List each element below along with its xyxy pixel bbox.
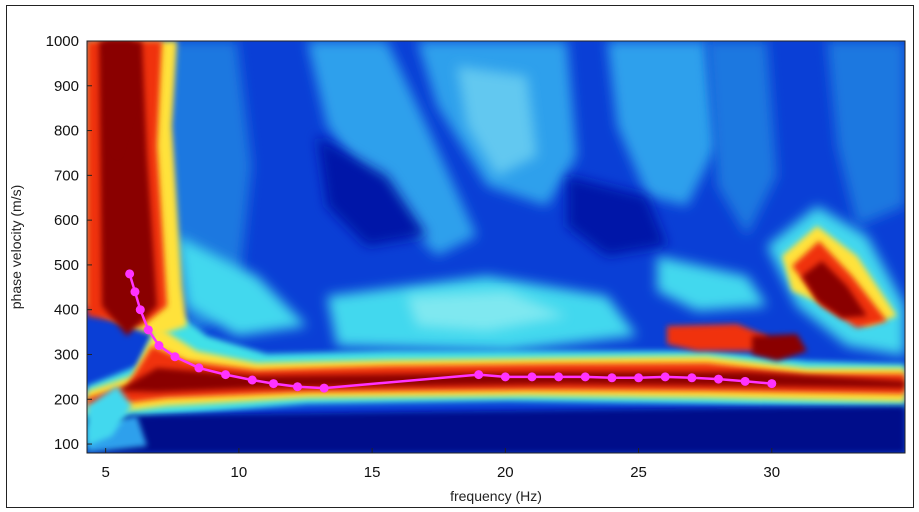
picked-point <box>135 305 145 315</box>
picked-point <box>194 363 204 373</box>
y-tick-label: 500 <box>54 257 79 274</box>
picked-point <box>143 325 153 335</box>
picked-point <box>660 372 670 382</box>
x-tick-label: 25 <box>630 464 647 481</box>
y-axis-label: phase velocity (m/s) <box>8 185 24 309</box>
heat-region-12 <box>657 256 767 311</box>
picked-point <box>634 373 644 383</box>
y-tick-label: 400 <box>54 302 79 319</box>
x-tick-label: 30 <box>763 464 780 481</box>
y-tick-label: 800 <box>54 123 79 140</box>
picked-point <box>247 375 257 385</box>
heat-region-11 <box>177 236 307 336</box>
picked-point <box>767 379 777 389</box>
plot-border <box>86 40 906 454</box>
picked-point <box>292 382 302 392</box>
figure-frame: 5 10 15 20 25 30 100 200 300 400 500 600 700 800 900 1… <box>6 5 914 508</box>
picked-point <box>527 372 537 382</box>
heat-region-4 <box>607 41 717 206</box>
picked-point <box>154 341 164 351</box>
x-tick-label: 10 <box>231 464 248 481</box>
heat-region-24 <box>802 261 867 318</box>
x-tick-label: 15 <box>364 464 381 481</box>
picked-point <box>580 372 590 382</box>
picked-point <box>687 373 697 383</box>
heat-region-7 <box>317 136 427 246</box>
heat-region-1 <box>307 41 477 256</box>
picked-point <box>125 269 135 279</box>
y-tick-label: 300 <box>54 346 79 363</box>
heat-region-3 <box>457 66 537 176</box>
y-ticks: 100 200 300 400 500 600 700 800 900 1000 <box>46 33 92 453</box>
heat-region-16 <box>117 368 905 392</box>
picked-points <box>125 269 777 393</box>
picked-point <box>319 383 329 393</box>
picked-point <box>221 370 231 380</box>
x-tick-label: 20 <box>497 464 514 481</box>
picked-point <box>740 376 750 386</box>
heat-region-10 <box>407 291 567 331</box>
heat-region-6 <box>827 41 905 226</box>
heat-region-20 <box>105 41 135 156</box>
heat-region-5 <box>707 41 777 236</box>
picked-point <box>170 352 180 362</box>
picked-point <box>713 374 723 384</box>
picked-point <box>130 287 140 297</box>
picked-point <box>607 373 617 383</box>
x-axis-label: frequency (Hz) <box>450 488 542 504</box>
heat-region-29 <box>87 386 132 446</box>
heat-region-27 <box>87 406 905 453</box>
x-tick-label: 5 <box>101 464 109 481</box>
heat-region-25 <box>667 324 767 351</box>
x-ticks: 5 10 15 20 25 30 <box>101 448 780 481</box>
y-tick-label: 100 <box>54 436 79 453</box>
picked-point <box>269 379 279 389</box>
heat-region-8 <box>567 176 667 256</box>
picked-point <box>554 372 564 382</box>
y-tick-label: 600 <box>54 212 79 229</box>
y-tick-label: 900 <box>54 78 79 95</box>
picked-point <box>500 372 510 382</box>
picked-point <box>474 370 484 380</box>
y-tick-label: 1000 <box>46 33 79 50</box>
y-tick-label: 200 <box>54 391 79 408</box>
dispersion-chart: 5 10 15 20 25 30 1002003004005006007008009001… <box>8 33 906 504</box>
heat-region-26 <box>752 334 807 361</box>
y-tick-label: 700 <box>54 167 79 184</box>
